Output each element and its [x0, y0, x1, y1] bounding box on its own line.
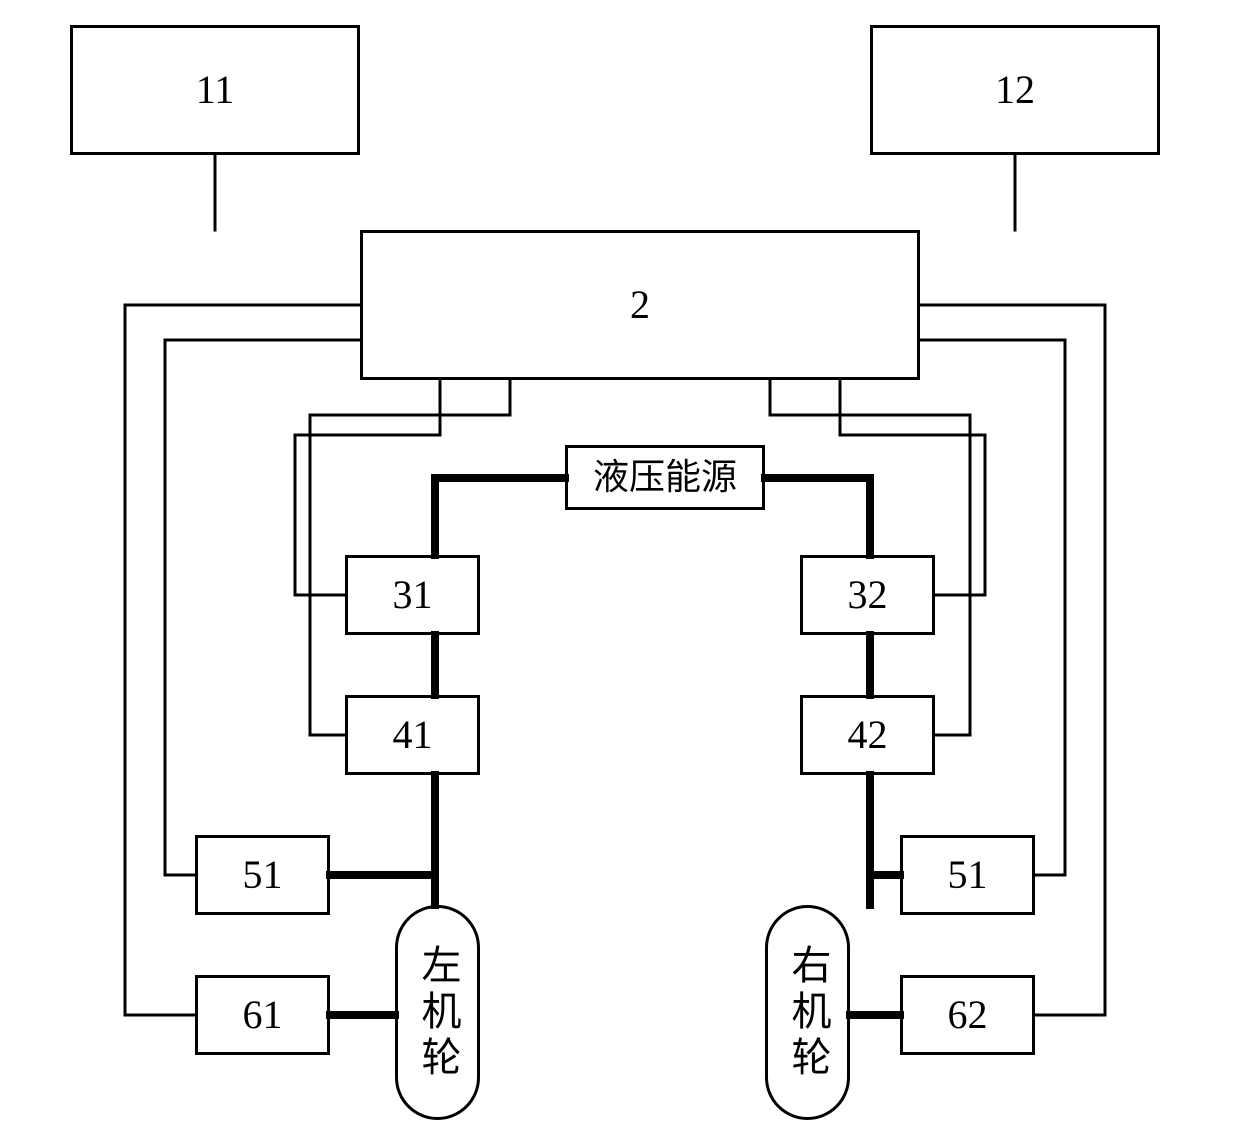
- label: 左机轮: [409, 944, 467, 1082]
- left-wheel: 左机轮: [395, 905, 480, 1120]
- box-61: 61: [195, 975, 330, 1055]
- box-11: 11: [70, 25, 360, 155]
- box-2: 2: [360, 230, 920, 380]
- connector-lines: [0, 0, 1238, 1144]
- box-51-left: 51: [195, 835, 330, 915]
- right-wheel: 右机轮: [765, 905, 850, 1120]
- label: 12: [995, 68, 1035, 112]
- label: 32: [848, 573, 888, 617]
- box-51-right: 51: [900, 835, 1035, 915]
- box-hydraulic-power: 液压能源: [565, 445, 765, 510]
- box-62: 62: [900, 975, 1035, 1055]
- label: 42: [848, 713, 888, 757]
- label: 液压能源: [593, 458, 737, 498]
- diagram-canvas: { "canvas": { "width": 1238, "height": 1…: [0, 0, 1238, 1144]
- label: 2: [630, 283, 650, 327]
- label: 62: [948, 993, 988, 1037]
- label: 右机轮: [779, 944, 837, 1082]
- box-12: 12: [870, 25, 1160, 155]
- box-31: 31: [345, 555, 480, 635]
- label: 51: [243, 853, 283, 897]
- label: 61: [243, 993, 283, 1037]
- box-41: 41: [345, 695, 480, 775]
- label: 51: [948, 853, 988, 897]
- box-42: 42: [800, 695, 935, 775]
- label: 31: [393, 573, 433, 617]
- label: 11: [196, 68, 235, 112]
- box-32: 32: [800, 555, 935, 635]
- label: 41: [393, 713, 433, 757]
